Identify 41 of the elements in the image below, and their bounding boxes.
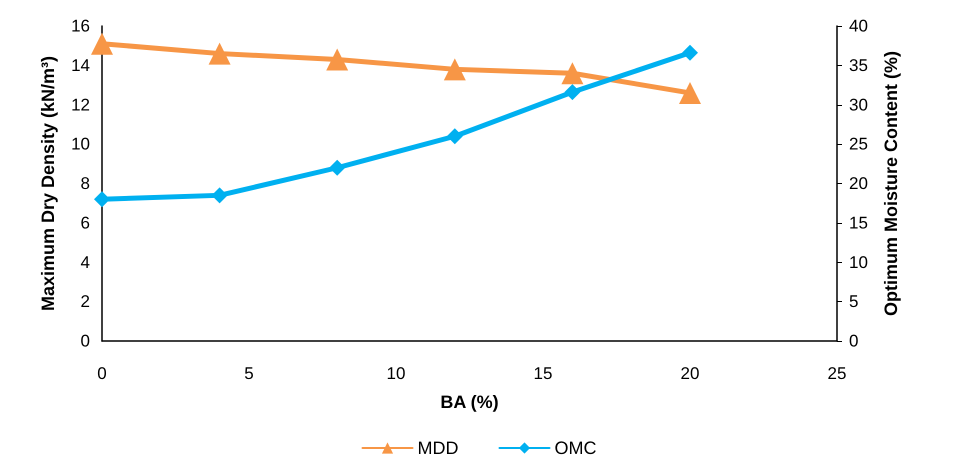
point: [682, 44, 698, 61]
y2-tick-label: 15: [849, 213, 868, 232]
point: [679, 82, 701, 104]
y2-tick-label: 5: [849, 292, 858, 312]
point: [326, 48, 348, 70]
y-tick-label: 0: [80, 332, 90, 350]
x-tick-label: 0: [97, 364, 107, 383]
y2-tick-label: 0: [849, 332, 858, 350]
y2-tick-label: 25: [849, 134, 868, 154]
y-tick-label: 16: [71, 16, 90, 36]
point: [329, 160, 346, 176]
y-tick-label: 2: [80, 292, 90, 312]
point: [444, 58, 466, 80]
y2-axis-title: Optimum Moisture Content (%): [881, 51, 901, 316]
y2-tick-label: 35: [849, 56, 868, 75]
point: [91, 32, 113, 55]
y2-tick-label: 10: [849, 252, 868, 272]
x-tick-label: 10: [386, 364, 406, 383]
point: [564, 84, 580, 100]
point: [561, 62, 584, 84]
x-axis-title: BA (%): [440, 392, 499, 412]
legend-label: OMC: [554, 438, 596, 458]
y-tick-label: 10: [71, 134, 90, 154]
point: [94, 191, 110, 208]
y-tick-label: 6: [80, 213, 90, 232]
point: [212, 187, 228, 204]
y-tick-label: 12: [71, 95, 90, 114]
y2-tick-label: 30: [849, 95, 868, 114]
legend-label: MDD: [418, 438, 459, 458]
y2-tick-label: 20: [849, 174, 868, 193]
x-tick-label: 5: [244, 364, 254, 383]
y2-tick-label: 40: [849, 16, 868, 36]
point: [446, 128, 463, 144]
x-tick-label: 20: [680, 364, 700, 383]
x-tick-label: 15: [534, 364, 552, 383]
y-axis-title: Maximum Dry Density (kN/m³): [38, 56, 58, 312]
point: [208, 42, 231, 65]
y-tick-label: 8: [80, 174, 90, 193]
x-tick-label: 25: [828, 364, 846, 383]
y-tick-label: 14: [71, 56, 90, 75]
y-tick-label: 4: [80, 252, 90, 272]
